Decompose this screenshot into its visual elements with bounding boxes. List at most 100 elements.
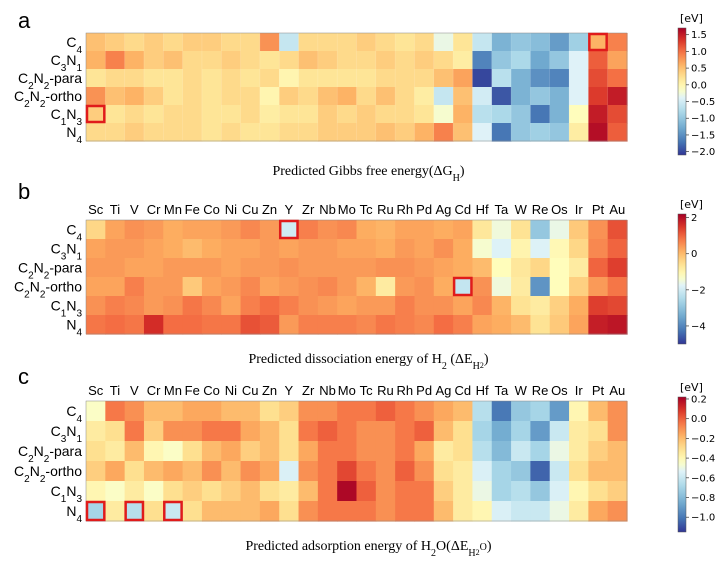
heatmap-cell bbox=[569, 123, 589, 142]
heatmap-panel-c: c Sc Ti V Cr Mn Fe Co Ni Cu Zn Y Zr Nb Mo Tc Ru Rh Pd Ag Cd H… bbox=[14, 364, 715, 559]
heatmap-cell bbox=[298, 239, 319, 259]
heatmap-cell bbox=[472, 401, 493, 422]
heatmap-cell bbox=[105, 69, 126, 88]
heatmap-cell bbox=[163, 239, 184, 259]
heatmap-frame bbox=[85, 32, 628, 142]
row-label: N4 bbox=[66, 317, 82, 339]
heatmap-cell bbox=[105, 481, 126, 502]
heatmap-cell bbox=[221, 69, 242, 88]
column-label: Os bbox=[551, 202, 568, 217]
heatmap-cell bbox=[298, 105, 319, 124]
heatmap-cell bbox=[549, 258, 570, 278]
heatmap-cell bbox=[201, 87, 222, 106]
heatmap-cell bbox=[511, 501, 531, 522]
heatmap-cell bbox=[472, 501, 493, 522]
heatmap-cell bbox=[337, 123, 358, 142]
heatmap-cell bbox=[491, 315, 512, 335]
heatmap-cell bbox=[124, 441, 145, 462]
heatmap-cell bbox=[356, 220, 377, 240]
column-label: V bbox=[130, 383, 139, 398]
heatmap-cell bbox=[491, 105, 512, 124]
heatmap-cell bbox=[337, 87, 358, 106]
heatmap-cell bbox=[317, 296, 338, 316]
heatmap-cell bbox=[105, 105, 126, 124]
heatmap-cell bbox=[182, 401, 203, 422]
heatmap-cell bbox=[453, 296, 474, 316]
colorbar-tick-label: −1.0 bbox=[691, 114, 715, 125]
heatmap-cell bbox=[221, 315, 242, 335]
heatmap-cell bbox=[279, 123, 300, 142]
heatmap-cell bbox=[143, 421, 164, 442]
heatmap-cell bbox=[433, 220, 454, 240]
heatmap-cell bbox=[298, 51, 319, 70]
heatmap-cell bbox=[433, 501, 454, 522]
heatmap-cell bbox=[491, 296, 512, 316]
heatmap-cell bbox=[86, 296, 106, 316]
heatmap-cell bbox=[607, 315, 628, 335]
heatmap-cell bbox=[163, 501, 184, 522]
heatmap-cell bbox=[124, 461, 145, 482]
highlight-box bbox=[588, 32, 608, 52]
heatmap-cell bbox=[279, 258, 300, 278]
heatmap-cell bbox=[86, 51, 106, 70]
heatmap-cell bbox=[221, 296, 242, 316]
heatmap-cell bbox=[182, 481, 203, 502]
heatmap-cell bbox=[356, 123, 377, 142]
colorbar-unit: [eV] bbox=[680, 381, 703, 394]
heatmap-cell bbox=[588, 220, 609, 240]
heatmap-cell bbox=[124, 105, 145, 124]
panel-letter: a bbox=[18, 8, 31, 33]
heatmap-cell bbox=[453, 401, 474, 422]
heatmap-cell bbox=[491, 87, 512, 106]
heatmap-cell bbox=[317, 69, 338, 88]
column-label: Re bbox=[532, 383, 549, 398]
heatmap-cell bbox=[240, 105, 261, 124]
column-label: W bbox=[515, 383, 528, 398]
heatmap-cell bbox=[337, 315, 358, 335]
heatmap-cell bbox=[414, 123, 435, 142]
row-label: C3N1 bbox=[51, 241, 83, 263]
heatmap-cell bbox=[588, 123, 609, 142]
heatmap-cell bbox=[86, 33, 106, 52]
heatmap-cell bbox=[337, 461, 358, 482]
column-label: Ni bbox=[225, 202, 237, 217]
heatmap-cell bbox=[163, 481, 184, 502]
heatmap-cell bbox=[588, 315, 609, 335]
heatmap-cell bbox=[105, 501, 126, 522]
heatmap-cell bbox=[105, 220, 126, 240]
heatmap-cell bbox=[356, 461, 377, 482]
column-label: W bbox=[515, 202, 528, 217]
heatmap-cell bbox=[530, 461, 551, 482]
heatmap-cell bbox=[317, 441, 338, 462]
heatmap-cell bbox=[317, 277, 338, 297]
colorbar-unit: [eV] bbox=[680, 12, 703, 25]
heatmap-cell bbox=[472, 277, 493, 297]
heatmap-cell bbox=[356, 296, 377, 316]
heatmap-cell bbox=[530, 296, 551, 316]
heatmap-cell bbox=[588, 461, 609, 482]
heatmap-cell bbox=[240, 239, 261, 259]
heatmap-cell bbox=[549, 296, 570, 316]
heatmap-cell bbox=[182, 315, 203, 335]
heatmap-cell bbox=[259, 481, 280, 502]
heatmap-cell bbox=[549, 69, 570, 88]
heatmap-cell bbox=[221, 220, 242, 240]
heatmap-cell bbox=[549, 481, 570, 502]
heatmap-cell bbox=[414, 401, 435, 422]
heatmap-cell bbox=[279, 87, 300, 106]
heatmap-cell bbox=[453, 69, 474, 88]
heatmap-cell bbox=[395, 51, 416, 70]
heatmap-cell bbox=[530, 277, 551, 297]
heatmap-cell bbox=[414, 277, 435, 297]
heatmap-cell bbox=[569, 401, 589, 422]
heatmap-cell bbox=[356, 277, 377, 297]
heatmap-cell bbox=[491, 481, 512, 502]
heatmap-cell bbox=[530, 258, 551, 278]
heatmap-cell bbox=[511, 69, 531, 88]
column-label: Mo bbox=[338, 383, 356, 398]
heatmap-cell bbox=[607, 220, 628, 240]
heatmap-cell bbox=[472, 481, 493, 502]
heatmap-cell bbox=[414, 481, 435, 502]
heatmap-cell bbox=[356, 258, 377, 278]
heatmap-cell bbox=[279, 51, 300, 70]
